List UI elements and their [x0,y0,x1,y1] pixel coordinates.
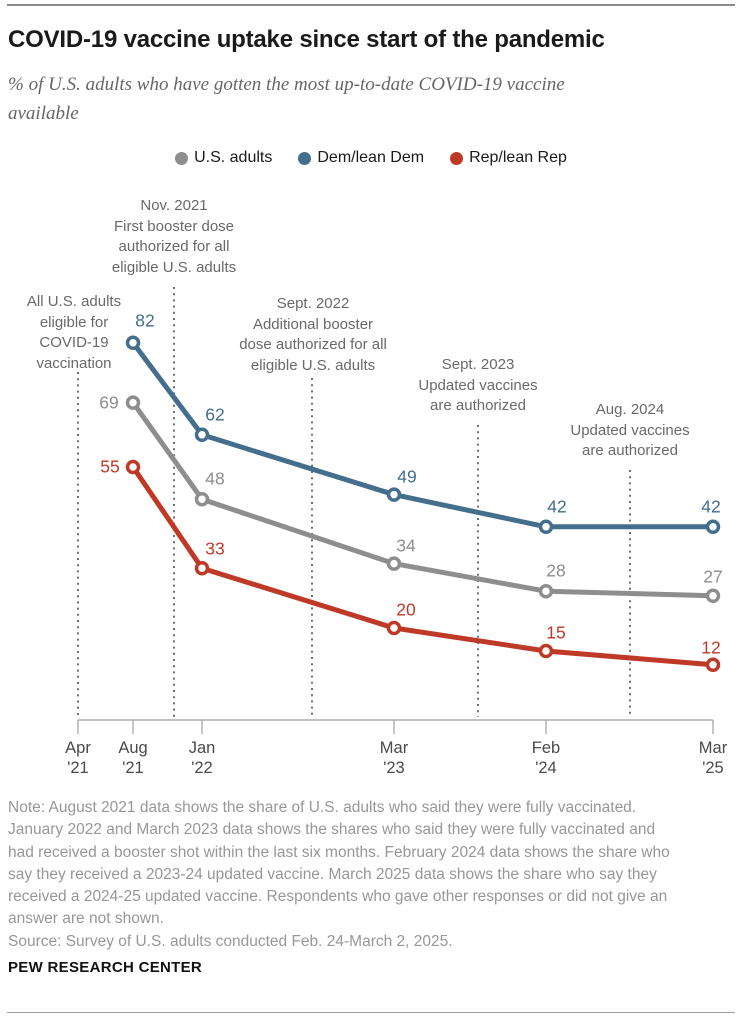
data-point-marker [194,427,210,443]
data-point-marker [386,487,402,502]
annotation-nov-2021: Nov. 2021 First booster dose authorized … [111,197,237,276]
page-title: COVID-19 vaccine uptake since start of t… [8,26,605,53]
data-value-label: 48 [205,468,225,489]
x-axis-label: Mar '25 [698,739,728,777]
data-point-marker [538,643,554,659]
source-text: Source: Survey of U.S. adults conducted … [8,932,453,950]
x-axis-label: Feb '24 [531,739,561,777]
legend-item-label: Dem/lean Dem [317,149,425,166]
pew-research-center-wordmark: PEW RESEARCH CENTER [8,959,203,976]
top-rule [7,4,735,6]
chart-subtitle: % of U.S. adults who have gotten the mos… [8,74,565,124]
annotation-apr-2021: All U.S. adults eligible for COVID-19 va… [26,293,122,372]
data-value-label: 33 [205,538,225,559]
chart-notes: Note: August 2021 data shows the share o… [8,797,672,953]
legend-dot-icon [175,151,189,165]
annotation-sept-2022: Sept. 2022 Additional booster dose autho… [239,295,387,374]
x-axis-label: Jan '22 [188,739,216,777]
data-value-label: 27 [703,566,723,587]
note-text: Note: August 2021 data shows the share o… [8,799,670,928]
data-point-marker [538,519,554,535]
data-point-marker [194,560,210,576]
x-axis-label: Apr '21 [65,739,91,777]
x-axis-label: Aug '21 [118,739,148,777]
data-point-marker [125,395,141,410]
data-value-label: 69 [99,392,119,413]
data-point-marker [705,588,721,604]
data-point-marker [125,459,141,475]
data-value-label: 49 [397,466,417,487]
data-point-marker [538,583,554,599]
chart-canvas [77,287,721,734]
data-point-marker [386,556,402,571]
chart-legend: U.S. adults Dem/lean Dem Rep/lean Rep [0,149,742,167]
data-point-marker [705,519,721,535]
x-axis-label: Mar '23 [379,739,409,777]
data-value-label: 42 [701,496,721,517]
data-value-label: 42 [547,496,567,517]
data-point-marker [194,491,210,507]
data-value-label: 15 [546,622,566,643]
data-value-label: 82 [135,310,155,331]
data-value-label: 62 [205,404,225,425]
legend-item-label: Rep/lean Rep [469,149,567,166]
series-line-rep-lean-rep [130,464,716,668]
legend-dot-icon [450,151,464,165]
data-value-label: 20 [396,599,416,620]
legend-item-rep: Rep/lean Rep [450,149,567,167]
legend-item-label: U.S. adults [194,149,273,166]
data-value-label: 28 [546,560,566,581]
legend-item-dem: Dem/lean Dem [298,149,424,167]
annotation-sept-2023: Sept. 2023 Updated vaccines are authoriz… [418,356,538,414]
data-value-label: 34 [396,535,416,556]
data-point-marker [125,335,141,351]
bottom-rule [7,1012,735,1013]
annotation-aug-2024: Aug. 2024 Updated vaccines are authorize… [570,401,690,459]
data-point-marker [705,657,721,673]
data-point-marker [386,620,402,636]
legend-dot-icon [298,151,312,165]
legend-item-us-adults: U.S. adults [175,149,272,167]
vaccine-uptake-line-chart: All U.S. adults eligible for COVID-19 va… [0,180,742,800]
data-value-label: 12 [701,637,721,658]
data-value-label: 55 [100,456,120,477]
